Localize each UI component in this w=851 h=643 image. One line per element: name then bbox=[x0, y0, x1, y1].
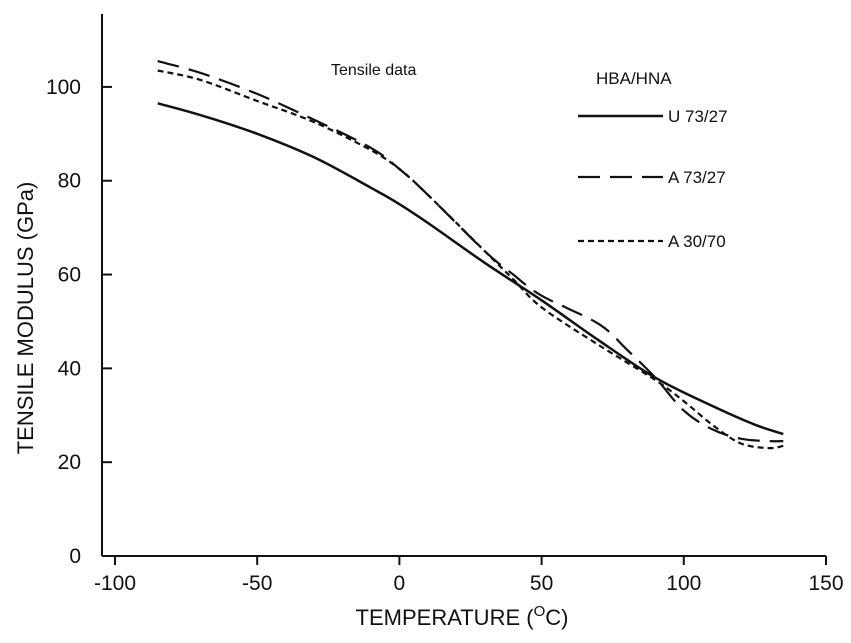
legend-title: HBA/HNA bbox=[596, 69, 672, 88]
y-tick-label: 20 bbox=[58, 451, 81, 474]
series-line-u-73-27 bbox=[157, 102, 784, 436]
x-tick-label: -100 bbox=[94, 572, 136, 595]
x-tick-label: 150 bbox=[808, 572, 843, 595]
y-tick-label: 80 bbox=[58, 170, 81, 193]
axes bbox=[101, 14, 826, 557]
legend: U 73/27 A 73/27 A 30/70 bbox=[578, 107, 728, 251]
x-tick-label: 0 bbox=[394, 572, 406, 595]
x-axis-label: TEMPERATURE (OC) bbox=[356, 603, 569, 630]
x-tick-label: 50 bbox=[530, 572, 553, 595]
y-tick-label: 40 bbox=[58, 357, 81, 380]
y-tick-label: 0 bbox=[69, 545, 81, 568]
x-tick-label: -50 bbox=[242, 572, 272, 595]
y-tick-label: 100 bbox=[46, 76, 81, 99]
legend-label-a-73-27: A 73/27 bbox=[668, 168, 726, 187]
legend-label-u-73-27: U 73/27 bbox=[668, 107, 728, 126]
ticks: -100 -50 0 50 100 150 0 20 40 60 80 100 bbox=[46, 76, 844, 595]
y-tick-label: 60 bbox=[58, 264, 81, 287]
legend-label-a-30-70: A 30/70 bbox=[668, 232, 726, 251]
y-axis-label: TENSILE MODULUS (GPa) bbox=[13, 182, 38, 455]
series-line-a-73-27 bbox=[157, 60, 784, 443]
series-line-a-30-70 bbox=[157, 69, 784, 450]
x-tick-label: 100 bbox=[666, 572, 701, 595]
chart-annotation: Tensile data bbox=[331, 62, 416, 79]
series-lines bbox=[157, 60, 784, 450]
